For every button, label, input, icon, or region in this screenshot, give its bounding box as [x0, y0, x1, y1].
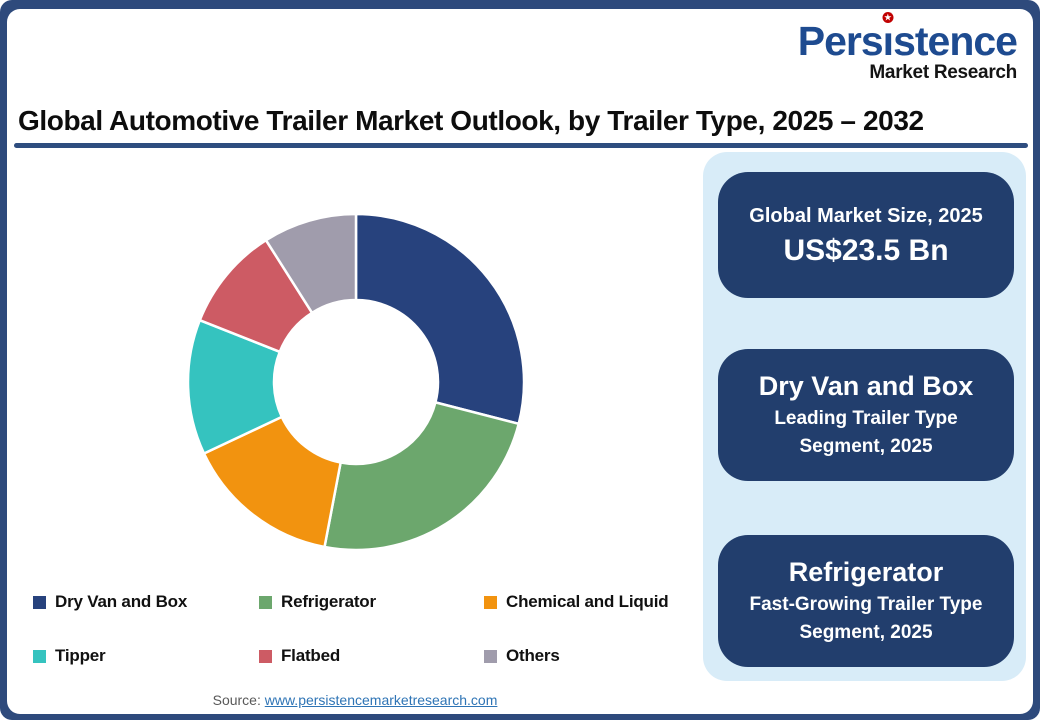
page-title: Global Automotive Trailer Market Outlook…: [18, 105, 924, 136]
source-link[interactable]: www.persistencemarketresearch.com: [264, 692, 498, 708]
persistence-logo: Persı ★ stence Market Research: [797, 12, 1018, 83]
source-line: Source: www.persistencemarketresearch.co…: [7, 692, 703, 708]
chart-legend: Dry Van and Box Refrigerator Chemical and …: [33, 592, 693, 666]
legend-item-dry-van-and-box: Dry Van and Box: [33, 592, 259, 612]
legend-label: Refrigerator: [281, 592, 376, 611]
logo-tagline: Market Research: [869, 62, 1017, 83]
legend-swatch-icon: [33, 649, 46, 663]
logo-brand-suffix: stence: [893, 18, 1018, 64]
star-icon: ★: [882, 12, 894, 23]
legend-swatch-icon: [259, 649, 272, 663]
highlight-panel: Global Market Size, 2025 US$23.5 Bn Dry …: [703, 152, 1026, 681]
donut-segment-others: [264, 212, 358, 315]
fast-growing-segment-card: Refrigerator Fast-Growing Trailer Type S…: [718, 535, 1014, 667]
fast-growing-segment-name: Refrigerator: [788, 556, 944, 587]
legend-item-refrigerator: Refrigerator: [259, 592, 484, 612]
logo-brand-text: Persı ★ stence: [797, 12, 1018, 64]
legend-item-flatbed: Flatbed: [259, 646, 484, 666]
donut-chart: [186, 212, 526, 552]
legend-swatch-icon: [259, 595, 272, 609]
leading-segment-label: Leading Trailer Type Segment, 2025: [774, 408, 958, 457]
legend-item-tipper: Tipper: [33, 646, 259, 666]
legend-label: Flatbed: [281, 646, 341, 665]
legend-label: Chemical and Liquid: [506, 592, 669, 611]
market-size-value: US$23.5 Bn: [783, 233, 949, 267]
logo-brand-i: ı ★: [882, 12, 894, 64]
logo-brand-prefix: Pers: [797, 18, 884, 64]
title-underline: [14, 143, 1028, 148]
market-size-card: Global Market Size, 2025 US$23.5 Bn: [718, 172, 1014, 298]
legend-item-chemical-and-liquid: Chemical and Liquid: [484, 592, 693, 612]
market-size-label: Global Market Size, 2025: [749, 204, 983, 227]
leading-segment-name: Dry Van and Box: [758, 370, 974, 401]
legend-swatch-icon: [33, 595, 46, 609]
fast-growing-segment-label: Fast-Growing Trailer Type Segment, 2025: [749, 594, 983, 643]
legend-item-others: Others: [484, 646, 693, 666]
page-content: Persı ★ stence Market Research Global Auto…: [7, 9, 1033, 714]
legend-swatch-icon: [484, 595, 497, 609]
legend-label: Tipper: [55, 646, 106, 665]
leading-segment-card: Dry Van and Box Leading Trailer Type Seg…: [718, 349, 1014, 481]
donut-segment-dry-van-and-box: [354, 212, 526, 426]
source-label: Source:: [212, 692, 261, 708]
legend-label: Dry Van and Box: [55, 592, 188, 611]
legend-swatch-icon: [484, 649, 497, 663]
legend-label: Others: [506, 646, 560, 665]
donut-segment-refrigerator: [323, 401, 520, 552]
